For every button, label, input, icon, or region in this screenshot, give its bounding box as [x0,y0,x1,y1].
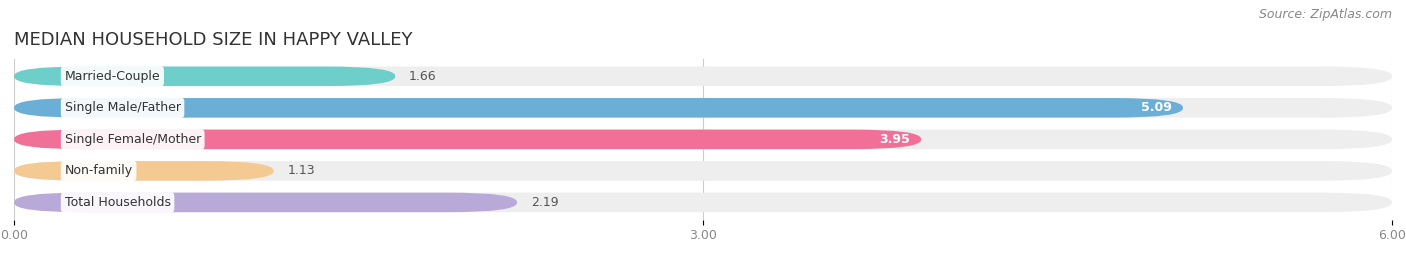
Text: Non-family: Non-family [65,164,132,177]
FancyBboxPatch shape [14,98,1392,118]
Text: Source: ZipAtlas.com: Source: ZipAtlas.com [1258,8,1392,21]
Text: Single Female/Mother: Single Female/Mother [65,133,201,146]
FancyBboxPatch shape [14,66,395,86]
FancyBboxPatch shape [14,66,1392,86]
Text: Single Male/Father: Single Male/Father [65,101,180,114]
Text: 2.19: 2.19 [531,196,558,209]
FancyBboxPatch shape [14,130,921,149]
FancyBboxPatch shape [14,161,1392,181]
Text: 5.09: 5.09 [1140,101,1171,114]
Text: Total Households: Total Households [65,196,170,209]
FancyBboxPatch shape [14,193,517,212]
Text: 3.95: 3.95 [879,133,910,146]
Text: MEDIAN HOUSEHOLD SIZE IN HAPPY VALLEY: MEDIAN HOUSEHOLD SIZE IN HAPPY VALLEY [14,31,412,49]
FancyBboxPatch shape [14,98,1182,118]
Text: 1.66: 1.66 [409,70,437,83]
FancyBboxPatch shape [14,161,274,181]
FancyBboxPatch shape [14,193,1392,212]
FancyBboxPatch shape [14,130,1392,149]
Text: 1.13: 1.13 [287,164,315,177]
Text: Married-Couple: Married-Couple [65,70,160,83]
